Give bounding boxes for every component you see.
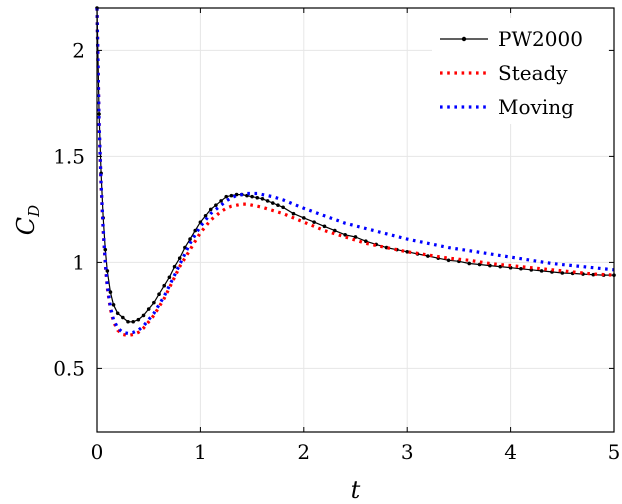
series-point-pw2000: [426, 254, 430, 258]
series-point-pw2000: [126, 319, 130, 324]
plot-frame: [96, 7, 615, 433]
series-line-steady: [95, 7, 615, 338]
series-point-pw2000: [108, 290, 113, 294]
series-point-pw2000: [105, 269, 110, 273]
series-point-pw2000: [446, 258, 451, 263]
series-point-pw2000: [333, 228, 337, 233]
series-point-pw2000: [97, 112, 101, 116]
series-point-pw2000: [167, 275, 172, 280]
series-point-pw2000: [208, 207, 213, 212]
series-point-pw2000: [302, 216, 306, 220]
series-point-pw2000: [224, 194, 229, 199]
series-point-pw2000: [281, 205, 285, 210]
y-axis-ticks: 0.5 1 1.5 2: [53, 38, 614, 380]
series-point-pw2000: [250, 194, 254, 199]
series-point-pw2000: [591, 272, 596, 277]
series-point-pw2000: [121, 315, 125, 320]
x-tick-label: 3: [401, 440, 414, 464]
series-point-pw2000: [193, 228, 198, 233]
series-point-pw2000: [405, 250, 410, 254]
y-tick-label: 2: [72, 38, 85, 62]
series-point-pw2000: [131, 319, 135, 324]
series-layer: [95, 6, 616, 338]
series-point-pw2000: [172, 264, 177, 269]
series-point-pw2000: [467, 261, 472, 266]
series-point-pw2000: [203, 213, 208, 218]
y-axis-label-sub: D: [25, 205, 43, 218]
series-point-pw2000: [276, 203, 280, 207]
series-point-pw2000: [229, 193, 234, 198]
series-point-pw2000: [312, 220, 316, 224]
y-axis-label: CD: [12, 205, 43, 235]
series-point-pw2000: [291, 211, 296, 216]
x-tick-label: 2: [297, 440, 310, 464]
legend-box: [432, 18, 608, 124]
legend-label-moving: Moving: [498, 95, 574, 119]
series-point-pw2000: [255, 195, 260, 200]
legend-marker-pw2000: [461, 36, 467, 42]
series-point-pw2000: [270, 201, 275, 205]
series-point-pw2000: [519, 266, 523, 271]
x-tick-label: 4: [504, 440, 517, 464]
legend-entry-moving: Moving: [440, 95, 574, 119]
series-point-pw2000: [111, 303, 116, 307]
x-tick-label: 1: [194, 440, 207, 464]
series-point-pw2000: [115, 311, 120, 316]
series-point-pw2000: [322, 224, 327, 229]
legend-label-pw2000: PW2000: [498, 27, 583, 51]
series-point-pw2000: [157, 292, 161, 297]
series-point-pw2000: [188, 237, 192, 241]
x-tick-label: 5: [608, 440, 621, 464]
series-point-pw2000: [177, 256, 182, 260]
series-point-pw2000: [560, 271, 565, 275]
series-point-pw2000: [214, 203, 218, 207]
series-point-pw2000: [152, 300, 156, 305]
legend-label-steady: Steady: [498, 61, 568, 85]
y-tick-label: 1: [72, 250, 85, 274]
series-point-pw2000: [136, 317, 141, 322]
series-point-pw2000: [219, 199, 223, 203]
x-axis-label: t: [351, 476, 361, 504]
series-point-pw2000: [539, 269, 544, 273]
x-tick-label: 0: [91, 440, 104, 464]
legend-entry-steady: Steady: [440, 61, 568, 85]
y-tick-label: 1.5: [53, 144, 85, 168]
series-point-pw2000: [498, 264, 503, 269]
series-point-pw2000: [260, 197, 265, 201]
y-tick-label: 0.5: [53, 356, 85, 380]
series-point-pw2000: [162, 283, 167, 288]
y-axis-label-main: C: [12, 217, 40, 235]
series-point-pw2000: [141, 313, 146, 318]
legend: PW2000 Steady Moving: [432, 18, 608, 124]
series-point-pw2000: [265, 199, 270, 203]
legend-entry-pw2000: PW2000: [440, 27, 583, 51]
series-point-pw2000: [234, 192, 239, 197]
x-axis-ticks: 0 1 2 3 4 5: [91, 8, 621, 464]
series-point-pw2000: [103, 247, 108, 252]
series-point-pw2000: [353, 235, 358, 239]
series-point-pw2000: [146, 307, 151, 311]
